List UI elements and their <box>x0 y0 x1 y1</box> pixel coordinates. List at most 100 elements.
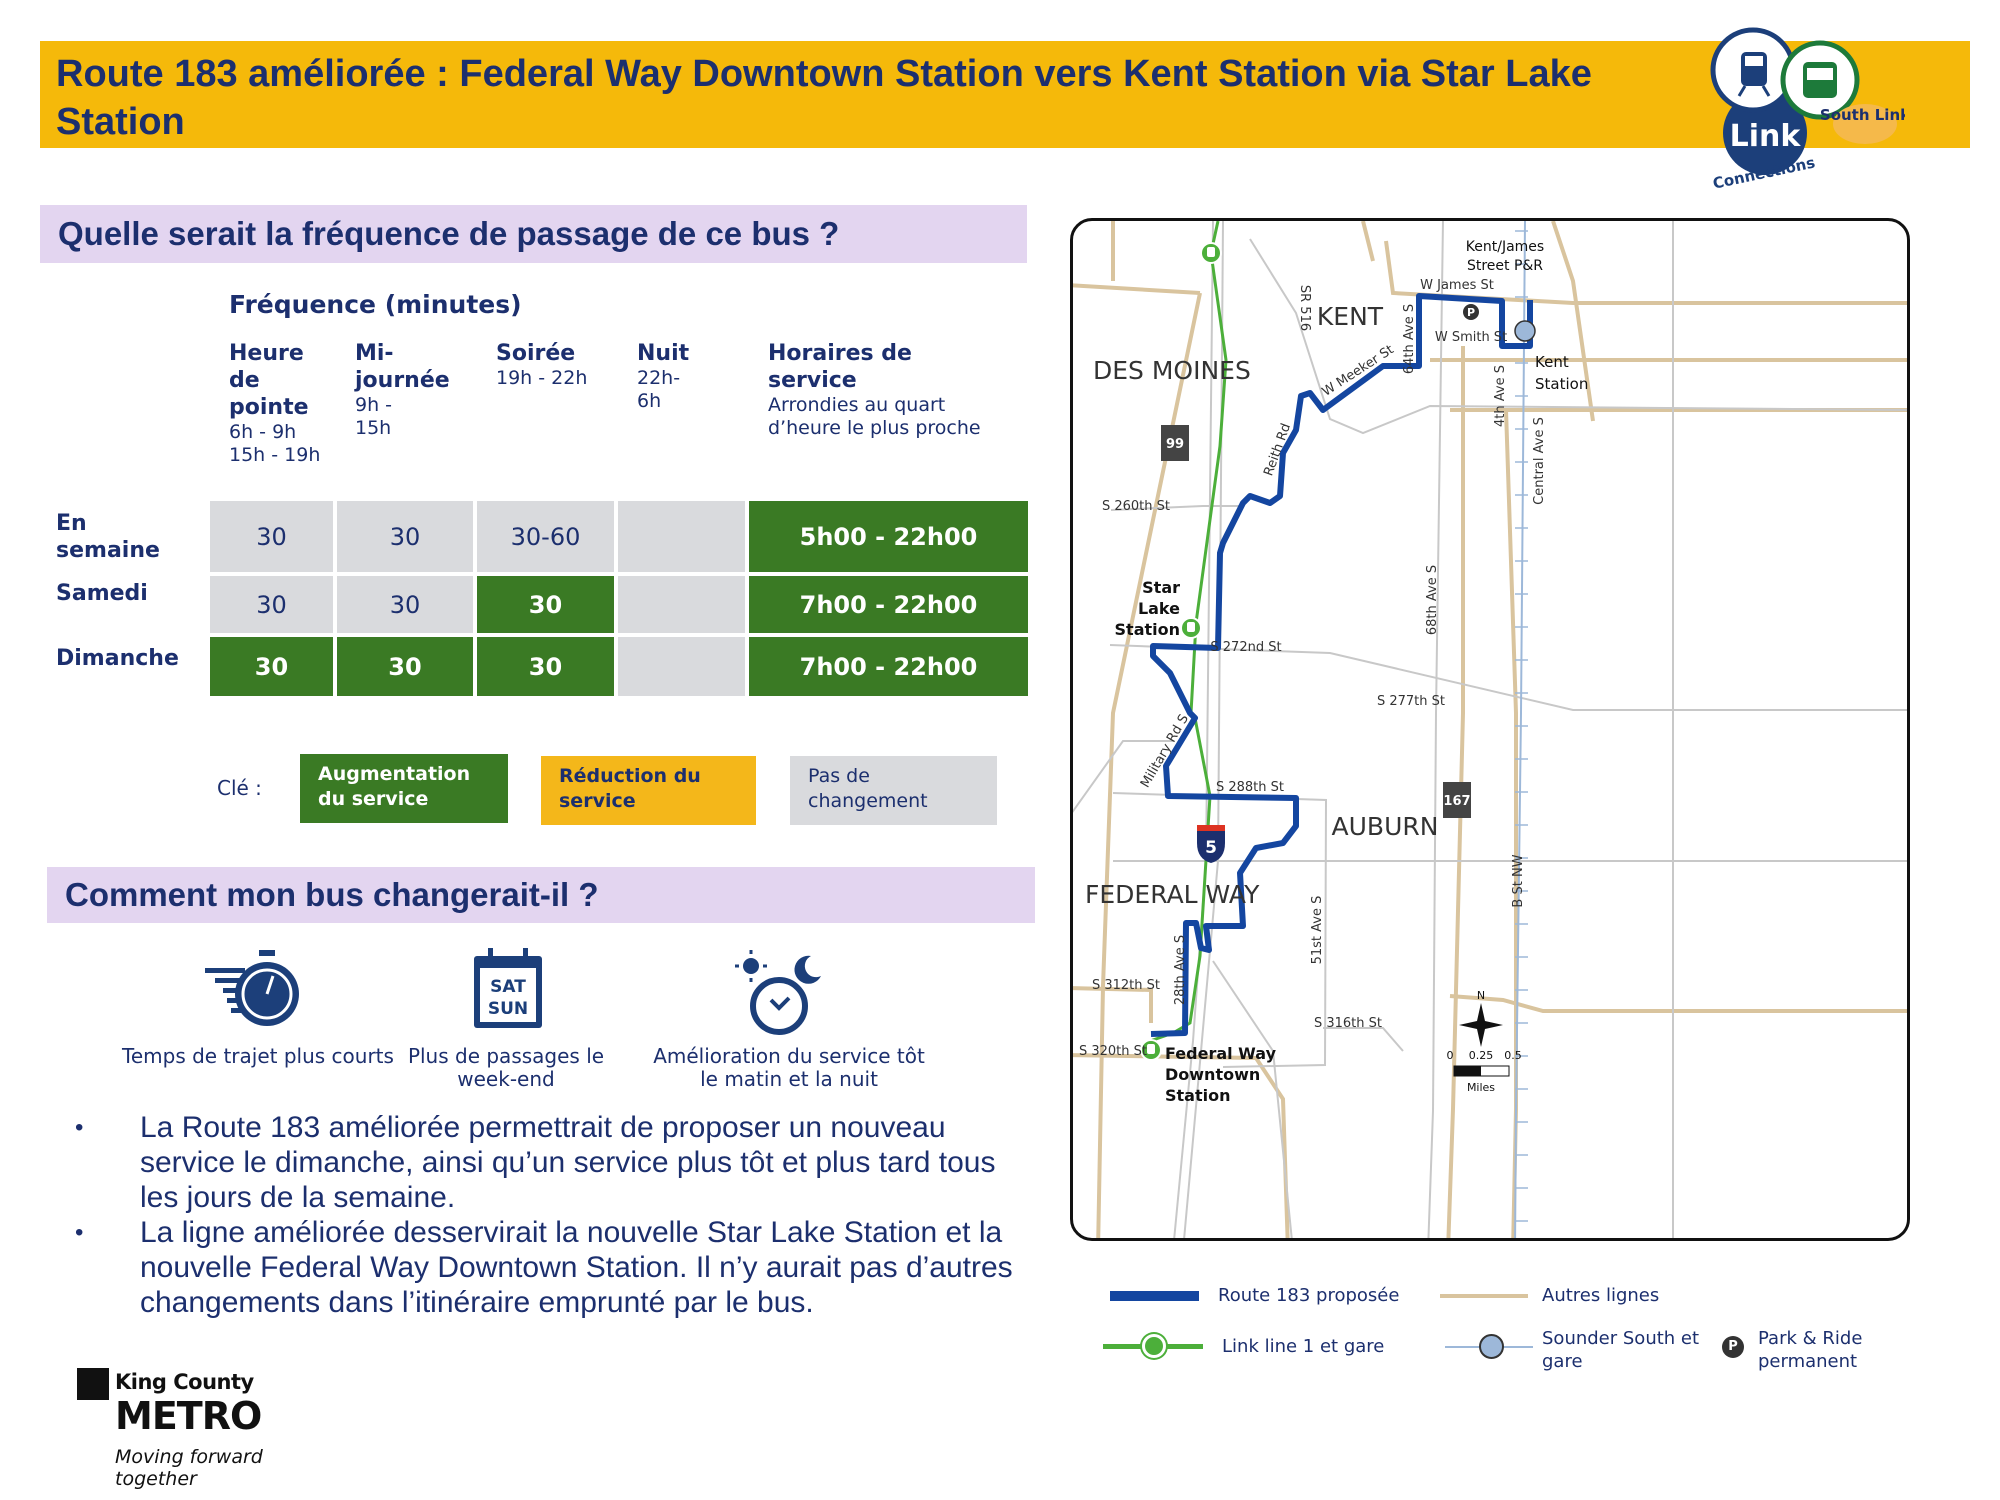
other-route <box>1551 221 1595 422</box>
page-title: Route 183 améliorée : Federal Way Downto… <box>56 53 1592 143</box>
legend-route-swatch <box>1110 1291 1199 1301</box>
station-label: Station <box>1535 375 1588 393</box>
city-label: AUBURN <box>1332 812 1439 841</box>
table-cell: 30 <box>210 576 333 633</box>
table-cell: 5h00 - 22h00 <box>749 501 1028 572</box>
svg-text:P: P <box>1467 306 1475 319</box>
route-183 <box>1150 293 1536 1037</box>
street <box>1212 960 1293 1238</box>
street-label: Central Ave S <box>1532 417 1547 505</box>
other-route <box>1449 994 1907 1013</box>
key-decrease: Réduction du service <box>541 756 756 825</box>
link-station-icon[interactable] <box>1200 242 1222 264</box>
sounder-rail <box>1514 221 1526 1238</box>
key-no-change: Pas de changement <box>790 756 997 825</box>
station-label: Station <box>1165 1086 1230 1105</box>
station-label: Kent/James <box>1466 239 1544 255</box>
city-label: FEDERAL WAY <box>1085 880 1260 909</box>
table-cell: 30-60 <box>477 501 614 572</box>
other-route <box>1361 221 1375 262</box>
other-route <box>1446 346 1465 1238</box>
link-station-icon[interactable] <box>1140 1039 1162 1061</box>
street-label: S 272nd St <box>1210 640 1281 655</box>
svg-text:Link: Link <box>1730 119 1802 154</box>
street <box>1427 221 1444 1238</box>
calendar-icon: SAT SUN <box>474 948 542 1028</box>
column-header: Nuit 22h-6h <box>637 341 690 412</box>
city-label: DES MOINES <box>1093 356 1251 385</box>
table-cell: 7h00 - 22h00 <box>749 576 1028 633</box>
other-route <box>1073 986 1153 1023</box>
street <box>1073 740 1173 813</box>
other-routes <box>1073 221 1907 1238</box>
street-label: 4th Ave S <box>1493 365 1508 427</box>
table-cell: 30 <box>210 637 333 696</box>
column-header: Heure de pointe 6h - 9h 15h - 19h <box>229 341 321 466</box>
street-label: W Smith St <box>1435 330 1507 345</box>
station-label: Star <box>1142 578 1180 597</box>
street-label: SR 516 <box>1297 285 1312 331</box>
changes-heading: Comment mon bus changerait-il ? <box>47 867 1035 923</box>
svg-text:SAT: SAT <box>490 977 526 997</box>
kent-station-marker[interactable] <box>1514 320 1536 342</box>
park-ride-icon: P <box>1463 304 1479 320</box>
legend-sounder-label: Sounder South et gare <box>1542 1328 1700 1372</box>
table-cell <box>618 637 745 696</box>
icon-label: Plus de passages le week-end <box>407 1044 605 1091</box>
frequency-heading: Quelle serait la fréquence de passage de… <box>40 205 1027 263</box>
streets <box>1073 221 1907 1238</box>
other-route <box>1504 409 1518 1238</box>
street-label: 68th Ave S <box>1425 565 1440 635</box>
i5-shield-icon: 5 <box>1197 825 1225 863</box>
svg-text:0.5: 0.5 <box>1504 1049 1522 1062</box>
row-label: Samedi <box>56 581 148 606</box>
svg-text:0.25: 0.25 <box>1469 1049 1494 1062</box>
street <box>1110 505 1243 511</box>
sr99-shield-icon: 99 <box>1161 425 1189 461</box>
table-cell <box>618 501 745 572</box>
table-cell: 30 <box>477 576 614 633</box>
street-label: 64th Ave S <box>1402 304 1417 374</box>
clock-sun-moon-icon <box>735 950 821 1035</box>
king-county-emblem-icon <box>77 1368 109 1400</box>
legend-other-swatch <box>1440 1294 1528 1298</box>
street-label: W James St <box>1420 278 1494 293</box>
header-band <box>40 41 1970 148</box>
table-cell: 30 <box>337 501 473 572</box>
sounder-station-icon <box>1479 1334 1504 1359</box>
station-label: Lake <box>1138 599 1180 618</box>
table-cell: 30 <box>337 576 473 633</box>
street-label: Reith Rd <box>1261 421 1294 478</box>
table-cell: 30 <box>337 637 473 696</box>
route-map[interactable]: DES MOINES KENT AUBURN FEDERAL WAY Star Lake S… <box>1070 218 1910 1241</box>
street-label: S 320th St <box>1079 1044 1147 1059</box>
bullet-list: La Route 183 améliorée permettrait de pr… <box>70 1110 1030 1320</box>
svg-text:South Link: South Link <box>1820 106 1905 124</box>
street-label: S 288th St <box>1216 780 1284 795</box>
stopwatch-icon <box>205 950 299 1026</box>
street-label: W Meeker St <box>1320 342 1397 399</box>
station-label: Kent <box>1535 353 1569 371</box>
other-route <box>1073 283 1201 295</box>
compass-icon: N <box>1459 989 1503 1047</box>
icon-label: Temps de trajet plus courts <box>122 1044 394 1068</box>
key-label: Clé : <box>217 776 262 800</box>
link-station-icon[interactable] <box>1180 617 1202 639</box>
table-cell: 30 <box>210 501 333 572</box>
svg-text:99: 99 <box>1166 437 1184 452</box>
table-title: Fréquence (minutes) <box>229 290 522 319</box>
street <box>1183 221 1224 1238</box>
street-label: S 277th St <box>1377 694 1445 709</box>
station-label: Station <box>1115 620 1180 639</box>
street-label: 51st Ave S <box>1310 896 1325 965</box>
table-cell: 7h00 - 22h00 <box>749 637 1028 696</box>
icon-label: Amélioration du service tôt le matin et … <box>653 1044 925 1091</box>
column-header: Soirée 19h - 22h <box>496 341 588 389</box>
station-label: Street P&R <box>1467 258 1543 274</box>
scale-bar: 0 0.25 0.5 Miles <box>1447 1049 1522 1094</box>
street <box>1249 238 1907 435</box>
route-183-line <box>1150 293 1533 1037</box>
street-label: S 312th St <box>1092 978 1160 993</box>
column-header: Horaires de service Arrondies au quart d’… <box>768 341 981 439</box>
link-station-icon <box>1142 1334 1166 1358</box>
